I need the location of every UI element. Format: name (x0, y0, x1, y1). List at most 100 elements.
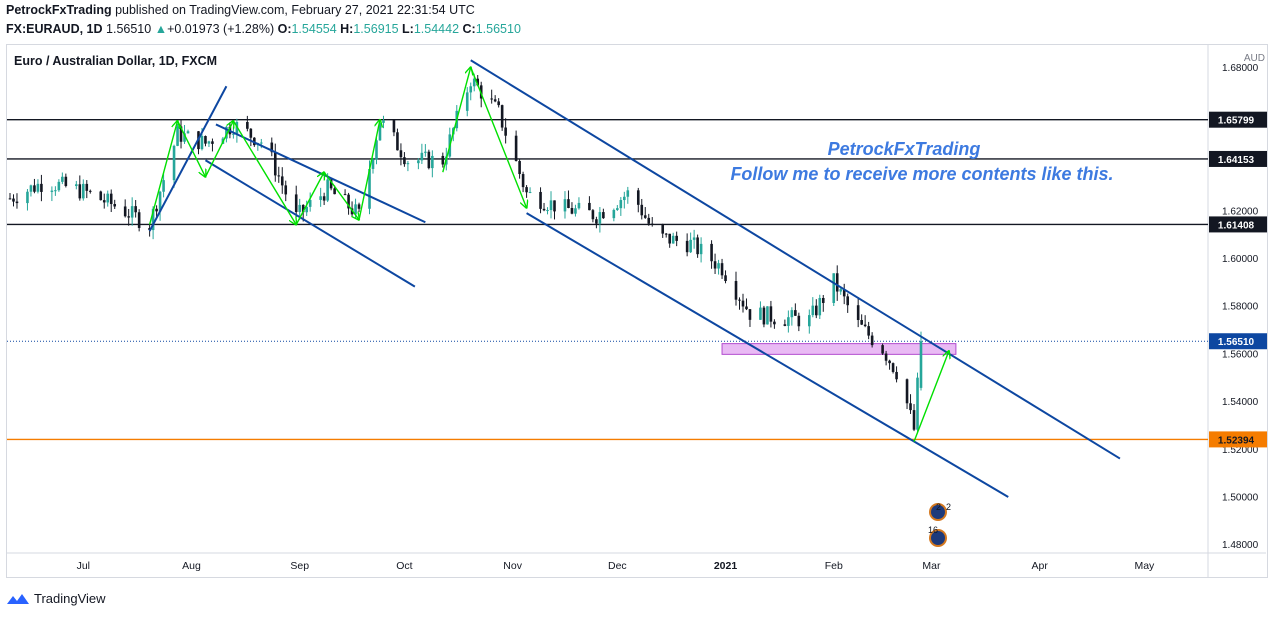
candle-body (403, 157, 406, 165)
chart-frame[interactable] (6, 44, 1268, 578)
candle-body (612, 209, 616, 219)
level-price-label: 1.64153 (1218, 155, 1255, 166)
price-chart[interactable]: Jul Aug Sep Oct Nov Dec 2021 Feb Mar Apr May 1.6800… (0, 0, 1274, 580)
channel-upper-line (215, 123, 426, 224)
candle-body (109, 193, 113, 205)
candle-body (319, 196, 322, 200)
candle-body (710, 243, 713, 262)
y-tick-label: 1.58000 (1222, 302, 1259, 313)
y-tick-label: 1.60000 (1222, 254, 1259, 265)
candle-body (525, 187, 528, 193)
candle-body (500, 105, 504, 128)
candle-body (200, 136, 204, 150)
candle-body (123, 206, 127, 217)
candle-body (78, 184, 82, 199)
candle-body (577, 202, 581, 209)
candle-body (427, 151, 431, 169)
candle-body (720, 263, 724, 276)
candle-body (469, 86, 473, 93)
change-value: +0.01973 (+1.28%) (167, 22, 275, 36)
candle-body (619, 200, 623, 209)
channel-lower-line (204, 159, 416, 288)
event-marker-group[interactable]: 2 2 16 (928, 502, 951, 547)
level-price-tag (1209, 111, 1267, 128)
open-label: O: (277, 22, 292, 36)
candle-body (441, 155, 445, 165)
candle-body (528, 191, 532, 193)
candle-body (85, 183, 89, 191)
candle-body (277, 175, 281, 177)
last-price-tag (1209, 333, 1267, 350)
candle-body (260, 142, 263, 144)
candle-body (794, 310, 797, 316)
candle-body (476, 78, 480, 86)
candle-body (472, 78, 476, 87)
zigzag-arrow (470, 66, 527, 208)
candle-body (354, 204, 357, 215)
candle-body (382, 120, 385, 123)
candle-body (36, 183, 40, 192)
candle-body (916, 377, 919, 430)
candle-body (81, 183, 85, 199)
symbol-label: FX:EURAUD, 1D (6, 22, 103, 36)
currency-label: AUD (1244, 53, 1265, 64)
candle-body (225, 126, 228, 139)
candle-body (151, 208, 155, 231)
candle-body (371, 159, 375, 169)
candle-body (326, 179, 329, 201)
level-price-tag (1209, 431, 1267, 448)
candle-body (504, 127, 507, 136)
supply-demand-zone (721, 343, 957, 355)
y-tick-label: 1.68000 (1222, 63, 1259, 74)
candle-body (671, 235, 675, 244)
candle-body (308, 199, 312, 207)
zigzag-arrow (358, 120, 380, 220)
candle-body (284, 185, 288, 195)
y-tick-label: 1.56000 (1222, 349, 1259, 360)
candle-body (773, 321, 776, 325)
candle-body (57, 181, 61, 191)
candle-body (15, 201, 19, 204)
candle-body (546, 210, 549, 212)
candle-body (542, 208, 546, 211)
candle-body (204, 136, 207, 144)
candle-body (713, 261, 717, 269)
candle-body (692, 237, 696, 240)
annotation-subtitle: Follow me to receive more contents like … (730, 164, 1113, 184)
candle-body (176, 126, 179, 146)
candle-body (493, 99, 497, 102)
candle-body (738, 299, 741, 301)
candle-body (329, 179, 333, 189)
candle-body (591, 210, 595, 220)
last-price-label: 1.56510 (1218, 337, 1255, 348)
x-tick-label: Jul (77, 560, 90, 572)
publisher-name[interactable]: PetrockFxTrading (6, 3, 112, 17)
candle-body (75, 184, 78, 186)
candle-body (357, 204, 361, 209)
candle-body (741, 300, 745, 307)
candle-body (347, 194, 350, 209)
tradingview-logo-icon (7, 593, 29, 604)
level-price-label: 1.52394 (1218, 435, 1255, 446)
candle-body (790, 310, 794, 318)
y-tick-label: 1.62000 (1222, 206, 1259, 217)
candle-body (685, 240, 689, 253)
open-value: 1.54554 (291, 22, 337, 36)
x-tick-label: Aug (182, 560, 201, 572)
x-tick-label: 2021 (714, 560, 738, 572)
candle-body (54, 190, 57, 192)
y-tick-label: 1.52000 (1222, 445, 1259, 456)
x-tick-label: Oct (396, 560, 412, 572)
candle-body (888, 360, 891, 364)
candle-body (465, 92, 469, 111)
candle-body (26, 191, 29, 204)
footer-brand[interactable]: TradingView (6, 591, 106, 606)
ohlc-legend: FX:EURAUD, 1D 1.56510 ▲+0.01973 (+1.28%)… (6, 22, 521, 36)
candle-body (909, 403, 912, 411)
candle-body (424, 151, 427, 153)
candle-body (870, 335, 874, 346)
candle-body (626, 190, 630, 197)
candle-body (867, 326, 870, 336)
candle-body (567, 199, 570, 209)
candle-body (734, 281, 738, 300)
